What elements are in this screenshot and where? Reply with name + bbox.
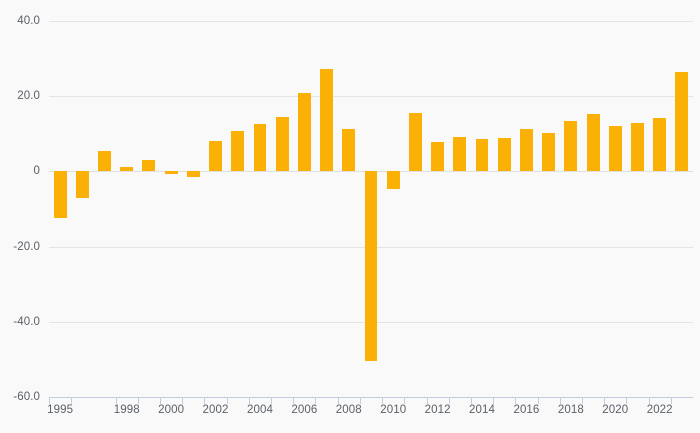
x-axis-tick <box>493 397 495 404</box>
bar[interactable] <box>75 171 89 199</box>
x-axis-line <box>49 397 693 398</box>
x-axis-tick-label: 2018 <box>557 404 584 416</box>
bar[interactable] <box>275 116 289 172</box>
bar[interactable] <box>386 171 400 189</box>
x-axis-tick <box>515 397 517 404</box>
bar[interactable] <box>98 151 111 172</box>
x-axis-tick <box>293 397 295 404</box>
x-axis-tick <box>160 397 162 404</box>
x-axis-tick <box>182 397 184 404</box>
x-axis-tick <box>604 397 606 404</box>
x-axis-tick <box>204 397 206 404</box>
bar[interactable] <box>297 93 311 172</box>
bar[interactable] <box>453 137 467 172</box>
y-axis-tick-label: -20.0 <box>13 240 40 253</box>
bar[interactable] <box>164 171 178 174</box>
x-axis-tick-label: 2016 <box>513 404 540 416</box>
bar[interactable] <box>520 128 533 172</box>
x-axis-tick <box>426 397 428 404</box>
bar[interactable] <box>142 160 156 172</box>
bar[interactable] <box>364 171 378 361</box>
bar[interactable] <box>497 138 511 172</box>
bar[interactable] <box>608 125 622 172</box>
x-axis-tick-label: 1995 <box>47 404 74 416</box>
x-axis-tick <box>581 397 583 404</box>
x-axis-tick <box>382 397 384 404</box>
x-axis-tick <box>448 397 450 404</box>
bars-group <box>49 21 693 397</box>
x-axis-tick <box>115 397 117 404</box>
x-axis-tick <box>626 397 628 404</box>
bar[interactable] <box>475 139 489 172</box>
x-axis-tick-label: 2004 <box>246 404 273 416</box>
x-axis-tick-label: 2008 <box>335 404 362 416</box>
bar[interactable] <box>231 131 245 172</box>
y-axis-tick-label: 20.0 <box>17 90 40 103</box>
gridline-40 <box>49 21 693 22</box>
bar[interactable] <box>653 118 667 172</box>
x-axis-tick <box>537 397 539 404</box>
bar[interactable] <box>431 142 445 172</box>
bar[interactable] <box>253 124 267 172</box>
x-axis-tick <box>315 397 317 404</box>
bar[interactable] <box>586 114 600 172</box>
bar[interactable] <box>408 112 422 172</box>
plot-area <box>49 21 693 398</box>
x-axis-tick-label: 2020 <box>602 404 629 416</box>
bar[interactable] <box>342 129 356 172</box>
bar[interactable] <box>53 171 67 218</box>
y-axis-tick-label: 0 <box>33 165 40 178</box>
bar[interactable] <box>209 140 222 172</box>
x-axis-tick-label: 2012 <box>424 404 451 416</box>
bar[interactable] <box>186 171 200 178</box>
x-axis-tick <box>648 397 650 404</box>
x-axis-tick <box>271 397 273 404</box>
x-axis-tick-label: 2000 <box>158 404 185 416</box>
bar[interactable] <box>542 132 556 172</box>
x-axis-tick-label: 2006 <box>291 404 318 416</box>
x-axis-tick <box>404 397 406 404</box>
y-axis-tick-label: -60.0 <box>13 391 40 403</box>
x-axis-tick <box>670 397 672 404</box>
x-axis-tick-label: 2022 <box>646 404 673 416</box>
x-axis-tick-label: 2010 <box>380 404 407 416</box>
x-axis-tick-label: 2014 <box>469 404 496 416</box>
x-axis-tick <box>137 397 139 404</box>
x-axis-tick <box>226 397 228 404</box>
bar[interactable] <box>320 68 334 172</box>
gridline-20 <box>49 96 693 98</box>
bar[interactable] <box>564 121 578 172</box>
bar[interactable] <box>120 166 134 172</box>
y-axis-tick-label: -40.0 <box>13 315 40 328</box>
bar[interactable] <box>675 71 689 172</box>
x-axis-tick <box>470 397 472 404</box>
x-axis-tick <box>49 397 50 404</box>
y-axis-tick-label: 40.0 <box>17 15 40 27</box>
x-axis-tick <box>248 397 250 404</box>
x-axis-tick <box>71 397 73 404</box>
x-axis-tick-label: 2002 <box>202 404 229 416</box>
x-axis-tick-label: 1998 <box>113 404 140 416</box>
x-axis-tick <box>337 397 339 404</box>
x-axis-tick <box>559 397 561 404</box>
x-axis-tick <box>359 397 361 404</box>
bar[interactable] <box>631 122 644 172</box>
